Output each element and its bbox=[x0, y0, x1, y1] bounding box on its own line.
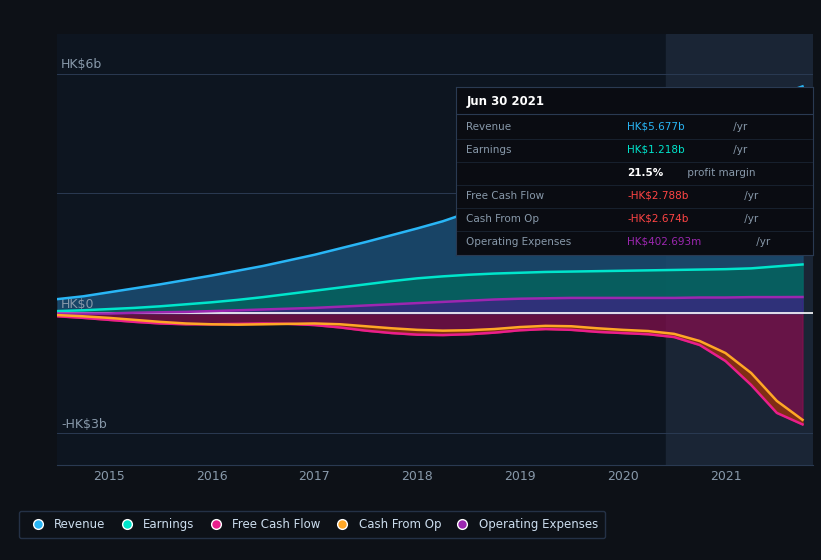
Text: Operating Expenses: Operating Expenses bbox=[466, 236, 571, 246]
Text: HK$0: HK$0 bbox=[62, 298, 94, 311]
Text: Cash From Op: Cash From Op bbox=[466, 213, 539, 223]
Text: -HK$3b: -HK$3b bbox=[62, 418, 107, 431]
Legend: Revenue, Earnings, Free Cash Flow, Cash From Op, Operating Expenses: Revenue, Earnings, Free Cash Flow, Cash … bbox=[19, 511, 605, 538]
Text: 21.5%: 21.5% bbox=[627, 167, 663, 178]
Text: -HK$2.674b: -HK$2.674b bbox=[627, 213, 689, 223]
Text: HK$6b: HK$6b bbox=[62, 58, 103, 71]
Text: /yr: /yr bbox=[741, 190, 759, 200]
Text: /yr: /yr bbox=[753, 236, 770, 246]
Text: HK$5.677b: HK$5.677b bbox=[627, 122, 685, 132]
Text: Revenue: Revenue bbox=[466, 122, 511, 132]
Text: -HK$2.788b: -HK$2.788b bbox=[627, 190, 689, 200]
Text: HK$402.693m: HK$402.693m bbox=[627, 236, 701, 246]
Text: /yr: /yr bbox=[730, 144, 747, 155]
Text: Jun 30 2021: Jun 30 2021 bbox=[466, 95, 544, 108]
Text: /yr: /yr bbox=[730, 122, 747, 132]
Text: Earnings: Earnings bbox=[466, 144, 511, 155]
Bar bbox=[666, 34, 813, 465]
Text: HK$1.218b: HK$1.218b bbox=[627, 144, 685, 155]
Text: /yr: /yr bbox=[741, 213, 759, 223]
Text: profit margin: profit margin bbox=[684, 167, 755, 178]
Text: Free Cash Flow: Free Cash Flow bbox=[466, 190, 544, 200]
